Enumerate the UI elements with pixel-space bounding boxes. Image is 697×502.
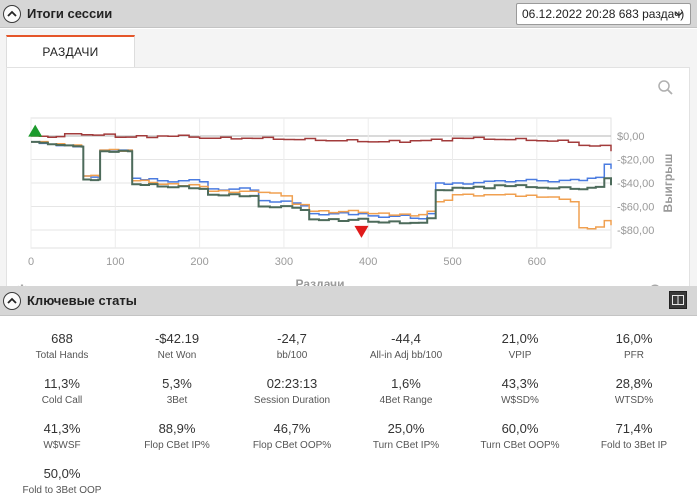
stat-item: 688 Total Hands bbox=[2, 331, 122, 361]
stat-label: All-in Adj bb/100 bbox=[369, 350, 443, 361]
stat-item: 5,3% 3Bet bbox=[117, 376, 237, 406]
series-line-2 bbox=[31, 141, 612, 220]
stat-label: Fold to 3Bet OOP bbox=[22, 485, 102, 496]
y-tick-label: -$20,00 bbox=[617, 155, 654, 167]
stat-label: bb/100 bbox=[276, 350, 308, 361]
stat-label: Total Hands bbox=[35, 350, 89, 361]
stat-label: Net Won bbox=[157, 350, 197, 361]
stat-value: 02:23:13 bbox=[266, 376, 318, 391]
stat-item: 02:23:13 Session Duration bbox=[232, 376, 352, 406]
stat-item: 1,6% 4Bet Range bbox=[346, 376, 466, 406]
chart-panel: РАЗДАЧИ $0,00 -$20,00 -$40,00 -$60,00 -$80,0… bbox=[0, 29, 697, 305]
stat-value: 688 bbox=[51, 331, 73, 346]
y-tick-label: $0,00 bbox=[617, 131, 645, 143]
stat-item: -24,7 bb/100 bbox=[232, 331, 352, 361]
stat-item: 25,0% Turn CBet IP% bbox=[346, 421, 466, 451]
stat-value: 28,8% bbox=[615, 376, 653, 391]
chevron-up-icon bbox=[7, 297, 17, 304]
key-stats-grid: 688 Total Hands -$42.19 Net Won -24,7 bb/100-… bbox=[0, 317, 697, 502]
y-tick-label: -$60,00 bbox=[617, 202, 654, 214]
winnings-chart[interactable]: $0,00 -$20,00 -$40,00 -$60,00 -$80,00 0 100 200… bbox=[7, 68, 691, 306]
y-axis-label: Выигрыш bbox=[661, 154, 675, 213]
stat-label: W$WSF bbox=[43, 440, 81, 451]
stat-value: 60,0% bbox=[501, 421, 539, 436]
series-line-3 bbox=[31, 140, 612, 230]
stat-label: WTSD% bbox=[614, 395, 654, 406]
stat-item: 88,9% Flop CBet IP% bbox=[117, 421, 237, 451]
stat-value: -24,7 bbox=[277, 331, 307, 346]
stat-value: 21,0% bbox=[501, 331, 539, 346]
peak-marker bbox=[28, 124, 43, 137]
tab-hands-label: РАЗДАЧИ bbox=[42, 45, 99, 59]
stat-item: 11,3% Cold Call bbox=[2, 376, 122, 406]
stat-label: 4Bet Range bbox=[379, 395, 433, 406]
stat-item: 71,4% Fold to 3Bet IP bbox=[574, 421, 694, 451]
collapse-stats-button[interactable] bbox=[3, 291, 21, 310]
stat-value: 88,9% bbox=[158, 421, 196, 436]
stat-value: 71,4% bbox=[615, 421, 653, 436]
session-select-value: 06.12.2022 20:28 683 раздач) bbox=[522, 7, 685, 21]
stat-item: 46,7% Flop CBet OOP% bbox=[232, 421, 352, 451]
grid-layout-icon bbox=[672, 295, 684, 305]
stat-item: 21,0% VPIP bbox=[460, 331, 580, 361]
session-select-dropdown[interactable]: 06.12.2022 20:28 683 раздач) bbox=[516, 3, 691, 25]
chevron-up-icon bbox=[7, 10, 17, 17]
stat-label: 3Bet bbox=[166, 395, 188, 406]
stat-label: Fold to 3Bet IP bbox=[600, 440, 668, 451]
stat-item: 50,0% Fold to 3Bet OOP bbox=[2, 466, 122, 496]
y-tick-label: -$80,00 bbox=[617, 225, 654, 237]
stat-item: 43,3% W$SD% bbox=[460, 376, 580, 406]
stat-value: 46,7% bbox=[273, 421, 311, 436]
stat-label: Turn CBet IP% bbox=[372, 440, 440, 451]
x-tick-label: 500 bbox=[443, 256, 461, 268]
x-tick-label: 300 bbox=[275, 256, 293, 268]
chevron-down-icon bbox=[675, 11, 683, 17]
stat-value: -44,4 bbox=[391, 331, 421, 346]
chart-card: $0,00 -$20,00 -$40,00 -$60,00 -$80,00 0 100 200… bbox=[6, 67, 690, 305]
key-stats-header: Ключевые статы bbox=[0, 286, 697, 316]
stat-item: 41,3% W$WSF bbox=[2, 421, 122, 451]
stat-value: 16,0% bbox=[615, 331, 653, 346]
stat-item: 28,8% WTSD% bbox=[574, 376, 694, 406]
stat-label: Flop CBet IP% bbox=[144, 440, 210, 451]
key-stats-title: Ключевые статы bbox=[27, 293, 137, 308]
session-summary-title: Итоги сессии bbox=[27, 6, 113, 21]
stat-item: -44,4 All-in Adj bb/100 bbox=[346, 331, 466, 361]
x-tick-label: 0 bbox=[28, 256, 34, 268]
stat-label: Session Duration bbox=[253, 395, 331, 406]
tab-hands[interactable]: РАЗДАЧИ bbox=[6, 35, 135, 67]
stat-value: 11,3% bbox=[44, 376, 80, 391]
stat-label: PFR bbox=[624, 350, 644, 361]
stat-label: VPIP bbox=[508, 350, 532, 361]
layout-toggle-button[interactable] bbox=[669, 291, 687, 309]
stat-label: Turn CBet OOP% bbox=[480, 440, 560, 451]
session-summary-header: Итоги сессии 06.12.2022 20:28 683 раздач… bbox=[0, 0, 697, 28]
series-line-4 bbox=[31, 140, 612, 225]
stat-value: -$42.19 bbox=[154, 331, 200, 346]
x-tick-label: 100 bbox=[106, 256, 124, 268]
magnifier-icon[interactable] bbox=[658, 80, 673, 95]
trough-marker bbox=[354, 225, 369, 238]
x-tick-label: 200 bbox=[190, 256, 208, 268]
stat-item: -$42.19 Net Won bbox=[117, 331, 237, 361]
x-tick-label: 600 bbox=[528, 256, 546, 268]
stat-label: W$SD% bbox=[501, 395, 539, 406]
collapse-session-button[interactable] bbox=[3, 4, 21, 23]
stat-value: 25,0% bbox=[387, 421, 425, 436]
x-tick-label: 400 bbox=[359, 256, 377, 268]
stat-item: 16,0% PFR bbox=[574, 331, 694, 361]
y-tick-label: -$40,00 bbox=[617, 178, 654, 190]
series-line-1 bbox=[31, 132, 612, 152]
stat-value: 1,6% bbox=[391, 376, 421, 391]
stat-value: 50,0% bbox=[43, 466, 81, 481]
stat-value: 5,3% bbox=[162, 376, 192, 391]
stat-value: 43,3% bbox=[501, 376, 539, 391]
stat-value: 41,3% bbox=[43, 421, 81, 436]
stat-item: 60,0% Turn CBet OOP% bbox=[460, 421, 580, 451]
stat-label: Cold Call bbox=[41, 395, 83, 406]
stat-label: Flop CBet OOP% bbox=[252, 440, 332, 451]
